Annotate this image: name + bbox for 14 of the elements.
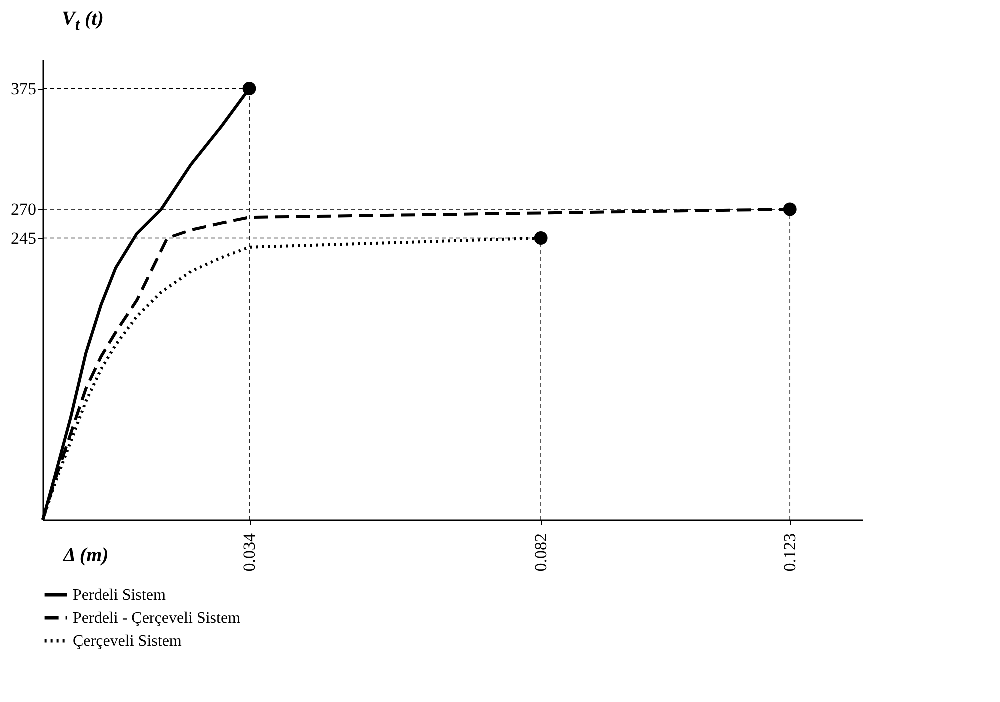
- y-tick-label: 375: [11, 79, 36, 98]
- point: [534, 232, 548, 245]
- y-tick-label: 270: [11, 200, 36, 219]
- legend-label: Çerçeveli Sistem: [73, 633, 182, 650]
- x-tick-label: 0.123: [780, 534, 800, 572]
- y-axis-title: V$_{t}$ (t): [62, 8, 104, 35]
- x-axis-title: Δ (m): [62, 544, 109, 566]
- x-tick-label: 0.082: [532, 534, 551, 572]
- legend-label: Perdeli Sistem: [73, 587, 166, 604]
- legend-label: Perdeli - Çerçeveli Sistem: [73, 610, 242, 627]
- x-tick-label: 0.034: [240, 533, 260, 572]
- y-tick-label: 245: [11, 228, 36, 248]
- point: [242, 82, 256, 96]
- point: [783, 202, 797, 216]
